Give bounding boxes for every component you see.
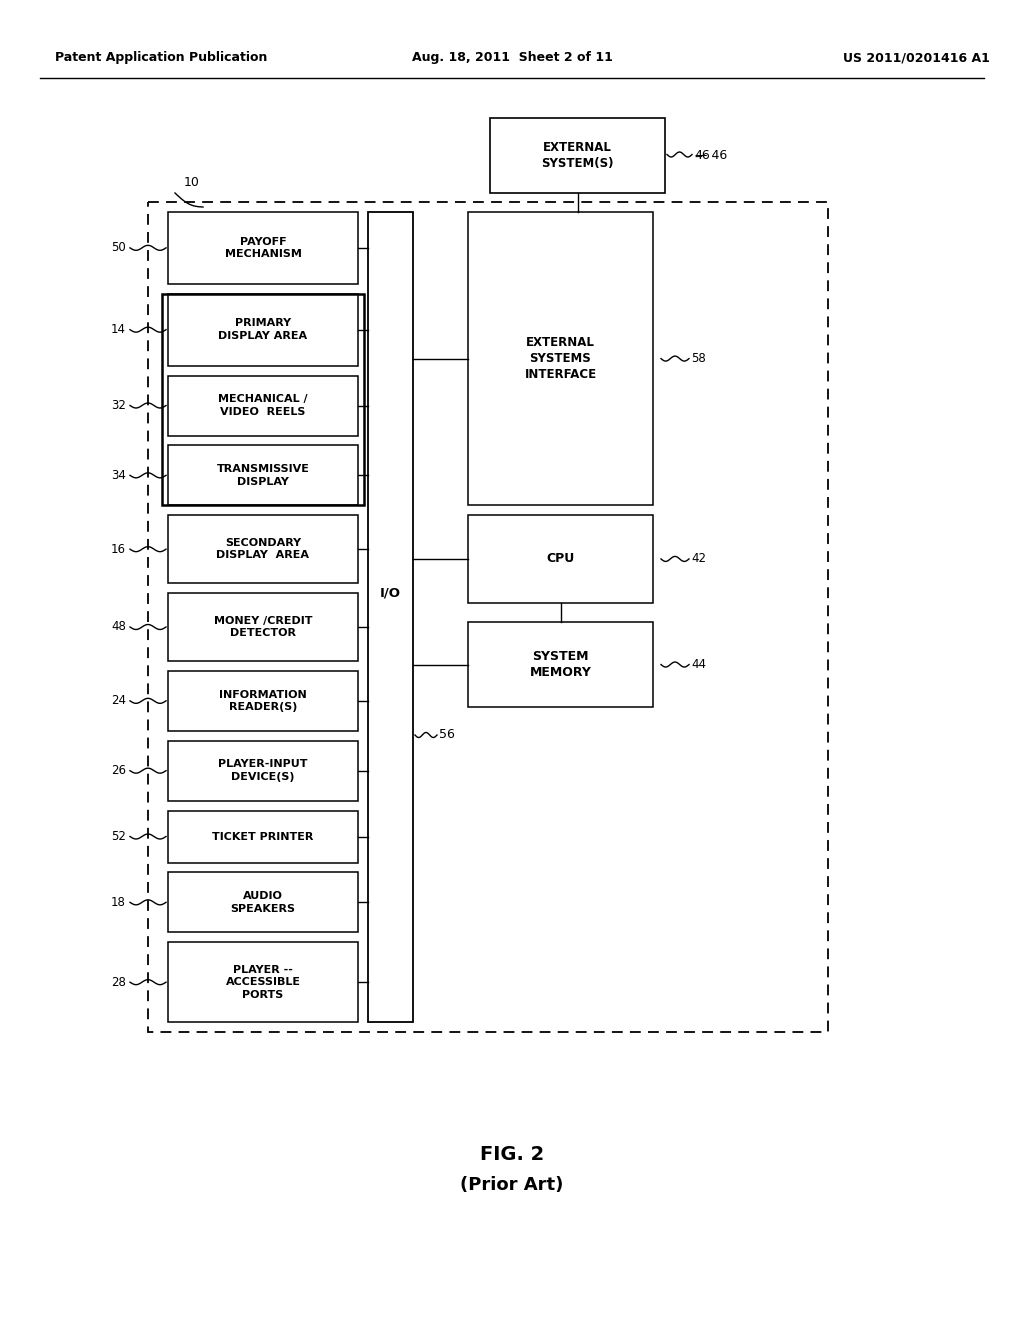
Text: EXTERNAL
SYSTEMS
INTERFACE: EXTERNAL SYSTEMS INTERFACE bbox=[524, 337, 597, 381]
Bar bbox=[468, 622, 653, 706]
Bar bbox=[168, 445, 358, 506]
Text: 56: 56 bbox=[439, 729, 455, 742]
Text: MECHANICAL /
VIDEO  REELS: MECHANICAL / VIDEO REELS bbox=[218, 395, 308, 417]
Text: CPU: CPU bbox=[547, 552, 574, 565]
Text: 52: 52 bbox=[112, 830, 126, 843]
Text: I/O: I/O bbox=[380, 586, 401, 599]
Text: 34: 34 bbox=[112, 469, 126, 482]
Bar bbox=[490, 117, 665, 193]
Text: — 46: — 46 bbox=[695, 149, 727, 162]
Bar bbox=[168, 515, 358, 583]
Text: PLAYER --
ACCESSIBLE
PORTS: PLAYER -- ACCESSIBLE PORTS bbox=[225, 965, 300, 999]
Text: 26: 26 bbox=[111, 764, 126, 777]
Bar bbox=[168, 211, 358, 284]
Bar bbox=[148, 202, 828, 1032]
Text: EXTERNAL
SYSTEM(S): EXTERNAL SYSTEM(S) bbox=[542, 141, 613, 170]
Text: MONEY /CREDIT
DETECTOR: MONEY /CREDIT DETECTOR bbox=[214, 616, 312, 638]
Text: PLAYER-INPUT
DEVICE(S): PLAYER-INPUT DEVICE(S) bbox=[218, 759, 308, 781]
Bar bbox=[168, 671, 358, 731]
Text: Patent Application Publication: Patent Application Publication bbox=[55, 51, 267, 65]
Text: SECONDARY
DISPLAY  AREA: SECONDARY DISPLAY AREA bbox=[216, 539, 309, 561]
Text: 58: 58 bbox=[691, 352, 706, 366]
Text: FIG. 2: FIG. 2 bbox=[480, 1146, 544, 1164]
Text: Aug. 18, 2011  Sheet 2 of 11: Aug. 18, 2011 Sheet 2 of 11 bbox=[412, 51, 612, 65]
Text: 50: 50 bbox=[112, 242, 126, 255]
Text: PAYOFF
MECHANISM: PAYOFF MECHANISM bbox=[224, 236, 301, 259]
Bar bbox=[168, 942, 358, 1022]
Bar bbox=[168, 293, 358, 366]
Text: 16: 16 bbox=[111, 543, 126, 556]
Text: 18: 18 bbox=[112, 896, 126, 909]
Text: 44: 44 bbox=[691, 659, 706, 671]
Text: 32: 32 bbox=[112, 399, 126, 412]
Text: TICKET PRINTER: TICKET PRINTER bbox=[212, 832, 313, 842]
Bar bbox=[168, 873, 358, 932]
Text: PRIMARY
DISPLAY AREA: PRIMARY DISPLAY AREA bbox=[218, 318, 307, 341]
Bar bbox=[368, 213, 413, 1022]
Text: 28: 28 bbox=[112, 975, 126, 989]
Text: (Prior Art): (Prior Art) bbox=[461, 1176, 563, 1195]
Text: 14: 14 bbox=[111, 323, 126, 337]
Bar bbox=[168, 593, 358, 661]
Bar bbox=[168, 375, 358, 436]
Bar bbox=[162, 293, 364, 506]
Bar bbox=[468, 211, 653, 506]
Text: AUDIO
SPEAKERS: AUDIO SPEAKERS bbox=[230, 891, 296, 913]
Bar bbox=[168, 741, 358, 801]
Text: 24: 24 bbox=[111, 694, 126, 708]
Text: 42: 42 bbox=[691, 552, 706, 565]
Text: 46: 46 bbox=[694, 149, 710, 162]
Text: US 2011/0201416 A1: US 2011/0201416 A1 bbox=[843, 51, 990, 65]
Bar bbox=[168, 810, 358, 862]
Text: INFORMATION
READER(S): INFORMATION READER(S) bbox=[219, 689, 307, 711]
Text: 10: 10 bbox=[184, 177, 200, 190]
Text: SYSTEM
MEMORY: SYSTEM MEMORY bbox=[529, 649, 592, 678]
Bar bbox=[468, 515, 653, 603]
Text: 48: 48 bbox=[112, 620, 126, 634]
Text: TRANSMISSIVE
DISPLAY: TRANSMISSIVE DISPLAY bbox=[216, 465, 309, 487]
